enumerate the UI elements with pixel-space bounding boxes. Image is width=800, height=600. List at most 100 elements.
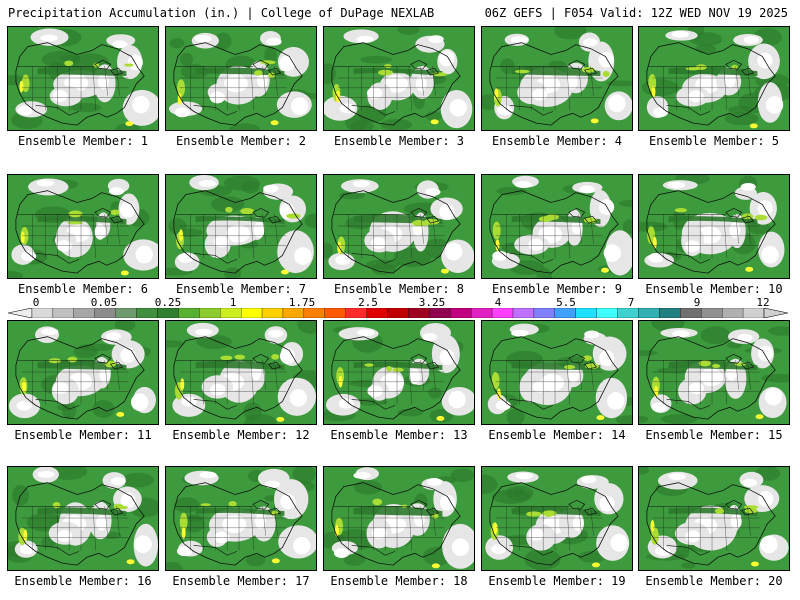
ensemble-member-label: Ensemble Member: 1: [17, 134, 149, 148]
colorbar-swatch: [680, 308, 702, 318]
precipitation-map: [324, 27, 474, 130]
ensemble-map-panel: [7, 174, 159, 279]
ensemble-map-panel: [638, 320, 790, 425]
colorbar-tick-label: 7: [627, 296, 635, 309]
colorbar-max-arrow: [763, 308, 788, 318]
ensemble-member-label: Ensemble Member: 3: [333, 134, 465, 148]
colorbar-swatch: [471, 308, 493, 318]
precipitation-map: [166, 467, 316, 570]
ensemble-member-label: Ensemble Member: 9: [491, 282, 623, 296]
colorbar-swatch: [450, 308, 472, 318]
ensemble-map-panel: [638, 26, 790, 131]
ensemble-member-label: Ensemble Member: 14: [488, 428, 626, 442]
colorbar-swatch: [596, 308, 618, 318]
precipitation-map: [482, 467, 632, 570]
colorbar-swatch: [387, 308, 409, 318]
colorbar-swatch: [94, 308, 116, 318]
colorbar-swatch: [303, 308, 325, 318]
ensemble-member-label: Ensemble Member: 5: [648, 134, 780, 148]
ensemble-map-panel: [323, 320, 475, 425]
colorbar-swatch: [429, 308, 451, 318]
ensemble-map-panel: [323, 466, 475, 571]
precipitation-colorbar: [8, 308, 788, 318]
ensemble-map-panel: [165, 26, 317, 131]
ensemble-map-panel: [481, 26, 633, 131]
precipitation-map: [639, 321, 789, 424]
map-title: Precipitation Accumulation (in.) | Colle…: [8, 6, 435, 20]
ensemble-member-label: Ensemble Member: 20: [645, 574, 783, 588]
precipitation-map: [324, 467, 474, 570]
colorbar-swatch: [554, 308, 576, 318]
colorbar-tick-label: 5.5: [556, 296, 576, 309]
colorbar-swatch: [575, 308, 597, 318]
model-valid-time: 06Z GEFS | F054 Valid: 12Z WED NOV 19 20…: [484, 6, 788, 20]
precipitation-map: [166, 321, 316, 424]
colorbar-tick-label: 9: [693, 296, 701, 309]
colorbar-swatch: [659, 308, 681, 318]
ensemble-member-label: Ensemble Member: 11: [14, 428, 152, 442]
colorbar-swatch: [742, 308, 765, 318]
precipitation-map: [324, 175, 474, 278]
ensemble-member-label: Ensemble Member: 10: [645, 282, 783, 296]
colorbar-swatch: [115, 308, 137, 318]
ensemble-member-label: Ensemble Member: 19: [488, 574, 626, 588]
ensemble-map-panel: [323, 174, 475, 279]
ensemble-map-panel: [165, 320, 317, 425]
colorbar-swatch: [701, 308, 723, 318]
colorbar-tick-label: 2.5: [358, 296, 378, 309]
ensemble-member-label: Ensemble Member: 2: [175, 134, 307, 148]
ensemble-member-label: Ensemble Member: 13: [330, 428, 468, 442]
colorbar-swatch: [324, 308, 346, 318]
ensemble-member-label: Ensemble Member: 8: [333, 282, 465, 296]
precipitation-map: [8, 467, 158, 570]
colorbar-tick-label: 0.05: [90, 296, 118, 309]
colorbar-tick-label: 12: [756, 296, 770, 309]
precipitation-map: [482, 27, 632, 130]
ensemble-member-label: Ensemble Member: 6: [17, 282, 149, 296]
colorbar-swatch: [617, 308, 639, 318]
colorbar-tick-label: 1: [229, 296, 237, 309]
colorbar-tick-label: 3.25: [418, 296, 446, 309]
ensemble-map-panel: [481, 174, 633, 279]
ensemble-map-panel: [638, 466, 790, 571]
ensemble-map-panel: [7, 320, 159, 425]
colorbar-swatch: [638, 308, 660, 318]
precipitation-map: [639, 467, 789, 570]
colorbar-swatch: [282, 308, 305, 318]
colorbar-swatch: [491, 308, 514, 318]
ensemble-member-label: Ensemble Member: 7: [175, 282, 307, 296]
ensemble-member-label: Ensemble Member: 15: [645, 428, 783, 442]
colorbar-tick-label: 4: [494, 296, 502, 309]
precipitation-map: [8, 175, 158, 278]
precipitation-map: [482, 175, 632, 278]
colorbar-swatch: [512, 308, 535, 318]
ensemble-map-panel: [7, 466, 159, 571]
ensemble-map-panel: [481, 320, 633, 425]
precipitation-map: [166, 27, 316, 130]
precipitation-map: [639, 27, 789, 130]
colorbar-tick-label: 0: [32, 296, 40, 309]
ensemble-map-panel: [7, 26, 159, 131]
colorbar-tick-label: 1.75: [288, 296, 316, 309]
ensemble-map-panel: [165, 466, 317, 571]
colorbar-swatch: [533, 308, 556, 318]
precipitation-map: [8, 321, 158, 424]
ensemble-member-label: Ensemble Member: 16: [14, 574, 152, 588]
colorbar-swatch: [136, 308, 158, 318]
colorbar-swatch: [157, 308, 179, 318]
ensemble-member-label: Ensemble Member: 4: [491, 134, 623, 148]
colorbar-swatch: [408, 308, 430, 318]
colorbar-swatch: [345, 308, 367, 318]
colorbar-swatch: [52, 308, 74, 318]
colorbar-swatch: [220, 308, 242, 318]
colorbar-swatch: [31, 308, 54, 318]
precipitation-map: [8, 27, 158, 130]
colorbar-min-arrow: [8, 308, 33, 318]
colorbar-swatch: [366, 308, 388, 318]
precipitation-map: [166, 175, 316, 278]
colorbar-labels: 0 0.05 0.25 1 1.75 2.5 3.25 4 5.5 7 9 12: [0, 296, 800, 309]
ensemble-member-label: Ensemble Member: 12: [172, 428, 310, 442]
ensemble-map-panel: [323, 26, 475, 131]
precipitation-map: [482, 321, 632, 424]
ensemble-map-panel: [481, 466, 633, 571]
